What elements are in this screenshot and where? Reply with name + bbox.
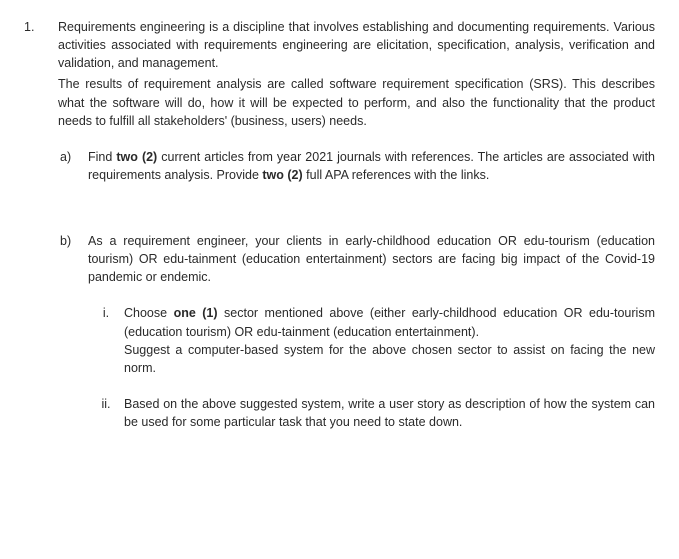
- b-i-b1: one (1): [174, 306, 218, 320]
- b-ii-body: Based on the above suggested system, wri…: [124, 395, 655, 431]
- part-a-bold-1: two (2): [116, 150, 157, 164]
- intro-paragraph-1: Requirements engineering is a discipline…: [58, 18, 655, 72]
- part-b-i: i. Choose one (1) sector mentioned above…: [88, 304, 655, 377]
- b-i-line1: Choose one (1) sector mentioned above (e…: [124, 304, 655, 340]
- part-b-ii: ii. Based on the above suggested system,…: [88, 395, 655, 431]
- part-a-text-3: full APA references with the links.: [303, 168, 490, 182]
- question-body: Requirements engineering is a discipline…: [58, 18, 655, 431]
- part-b-label: b): [58, 232, 88, 431]
- part-a-label: a): [58, 148, 88, 184]
- b-i-line2: Suggest a computer-based system for the …: [124, 341, 655, 377]
- part-a-bold-2: two (2): [262, 168, 302, 182]
- question-block: 1. Requirements engineering is a discipl…: [24, 18, 655, 431]
- b-i-label: i.: [88, 304, 124, 377]
- b-i-body: Choose one (1) sector mentioned above (e…: [124, 304, 655, 377]
- part-a: a) Find two (2) current articles from ye…: [58, 148, 655, 184]
- part-b: b) As a requirement engineer, your clien…: [58, 232, 655, 431]
- part-a-body: Find two (2) current articles from year …: [88, 148, 655, 184]
- part-a-text-1: Find: [88, 150, 116, 164]
- part-b-body: As a requirement engineer, your clients …: [88, 232, 655, 431]
- b-ii-label: ii.: [88, 395, 124, 431]
- b-i-t1: Choose: [124, 306, 174, 320]
- question-number: 1.: [24, 18, 58, 431]
- intro-paragraph-2: The results of requirement analysis are …: [58, 75, 655, 129]
- part-b-text: As a requirement engineer, your clients …: [88, 232, 655, 286]
